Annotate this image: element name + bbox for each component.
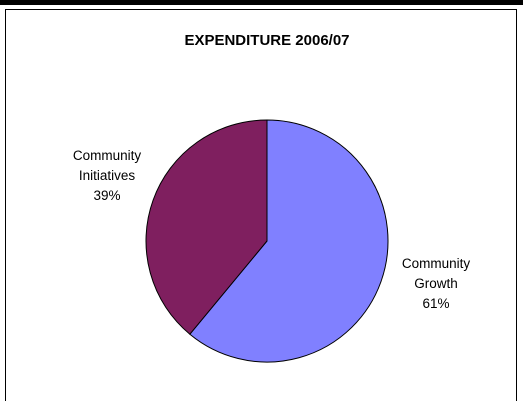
top-rule <box>0 0 523 5</box>
slice-label-community-initiatives-line1: Community <box>73 148 142 163</box>
slice-label-community-growth-line2: Growth <box>414 276 458 291</box>
pie-slice-community-growth <box>189 119 389 363</box>
slice-percent-community-initiatives: 39% <box>93 188 120 203</box>
slice-label-community-initiatives-line2: Initiatives <box>79 168 136 183</box>
slice-label-community-growth-line1: Community <box>402 256 471 271</box>
pie-slices <box>145 119 389 363</box>
slice-percent-community-growth: 61% <box>422 296 449 311</box>
chart-title: EXPENDITURE 2006/07 <box>184 32 349 49</box>
pie-slice-community-initiatives <box>145 119 268 335</box>
